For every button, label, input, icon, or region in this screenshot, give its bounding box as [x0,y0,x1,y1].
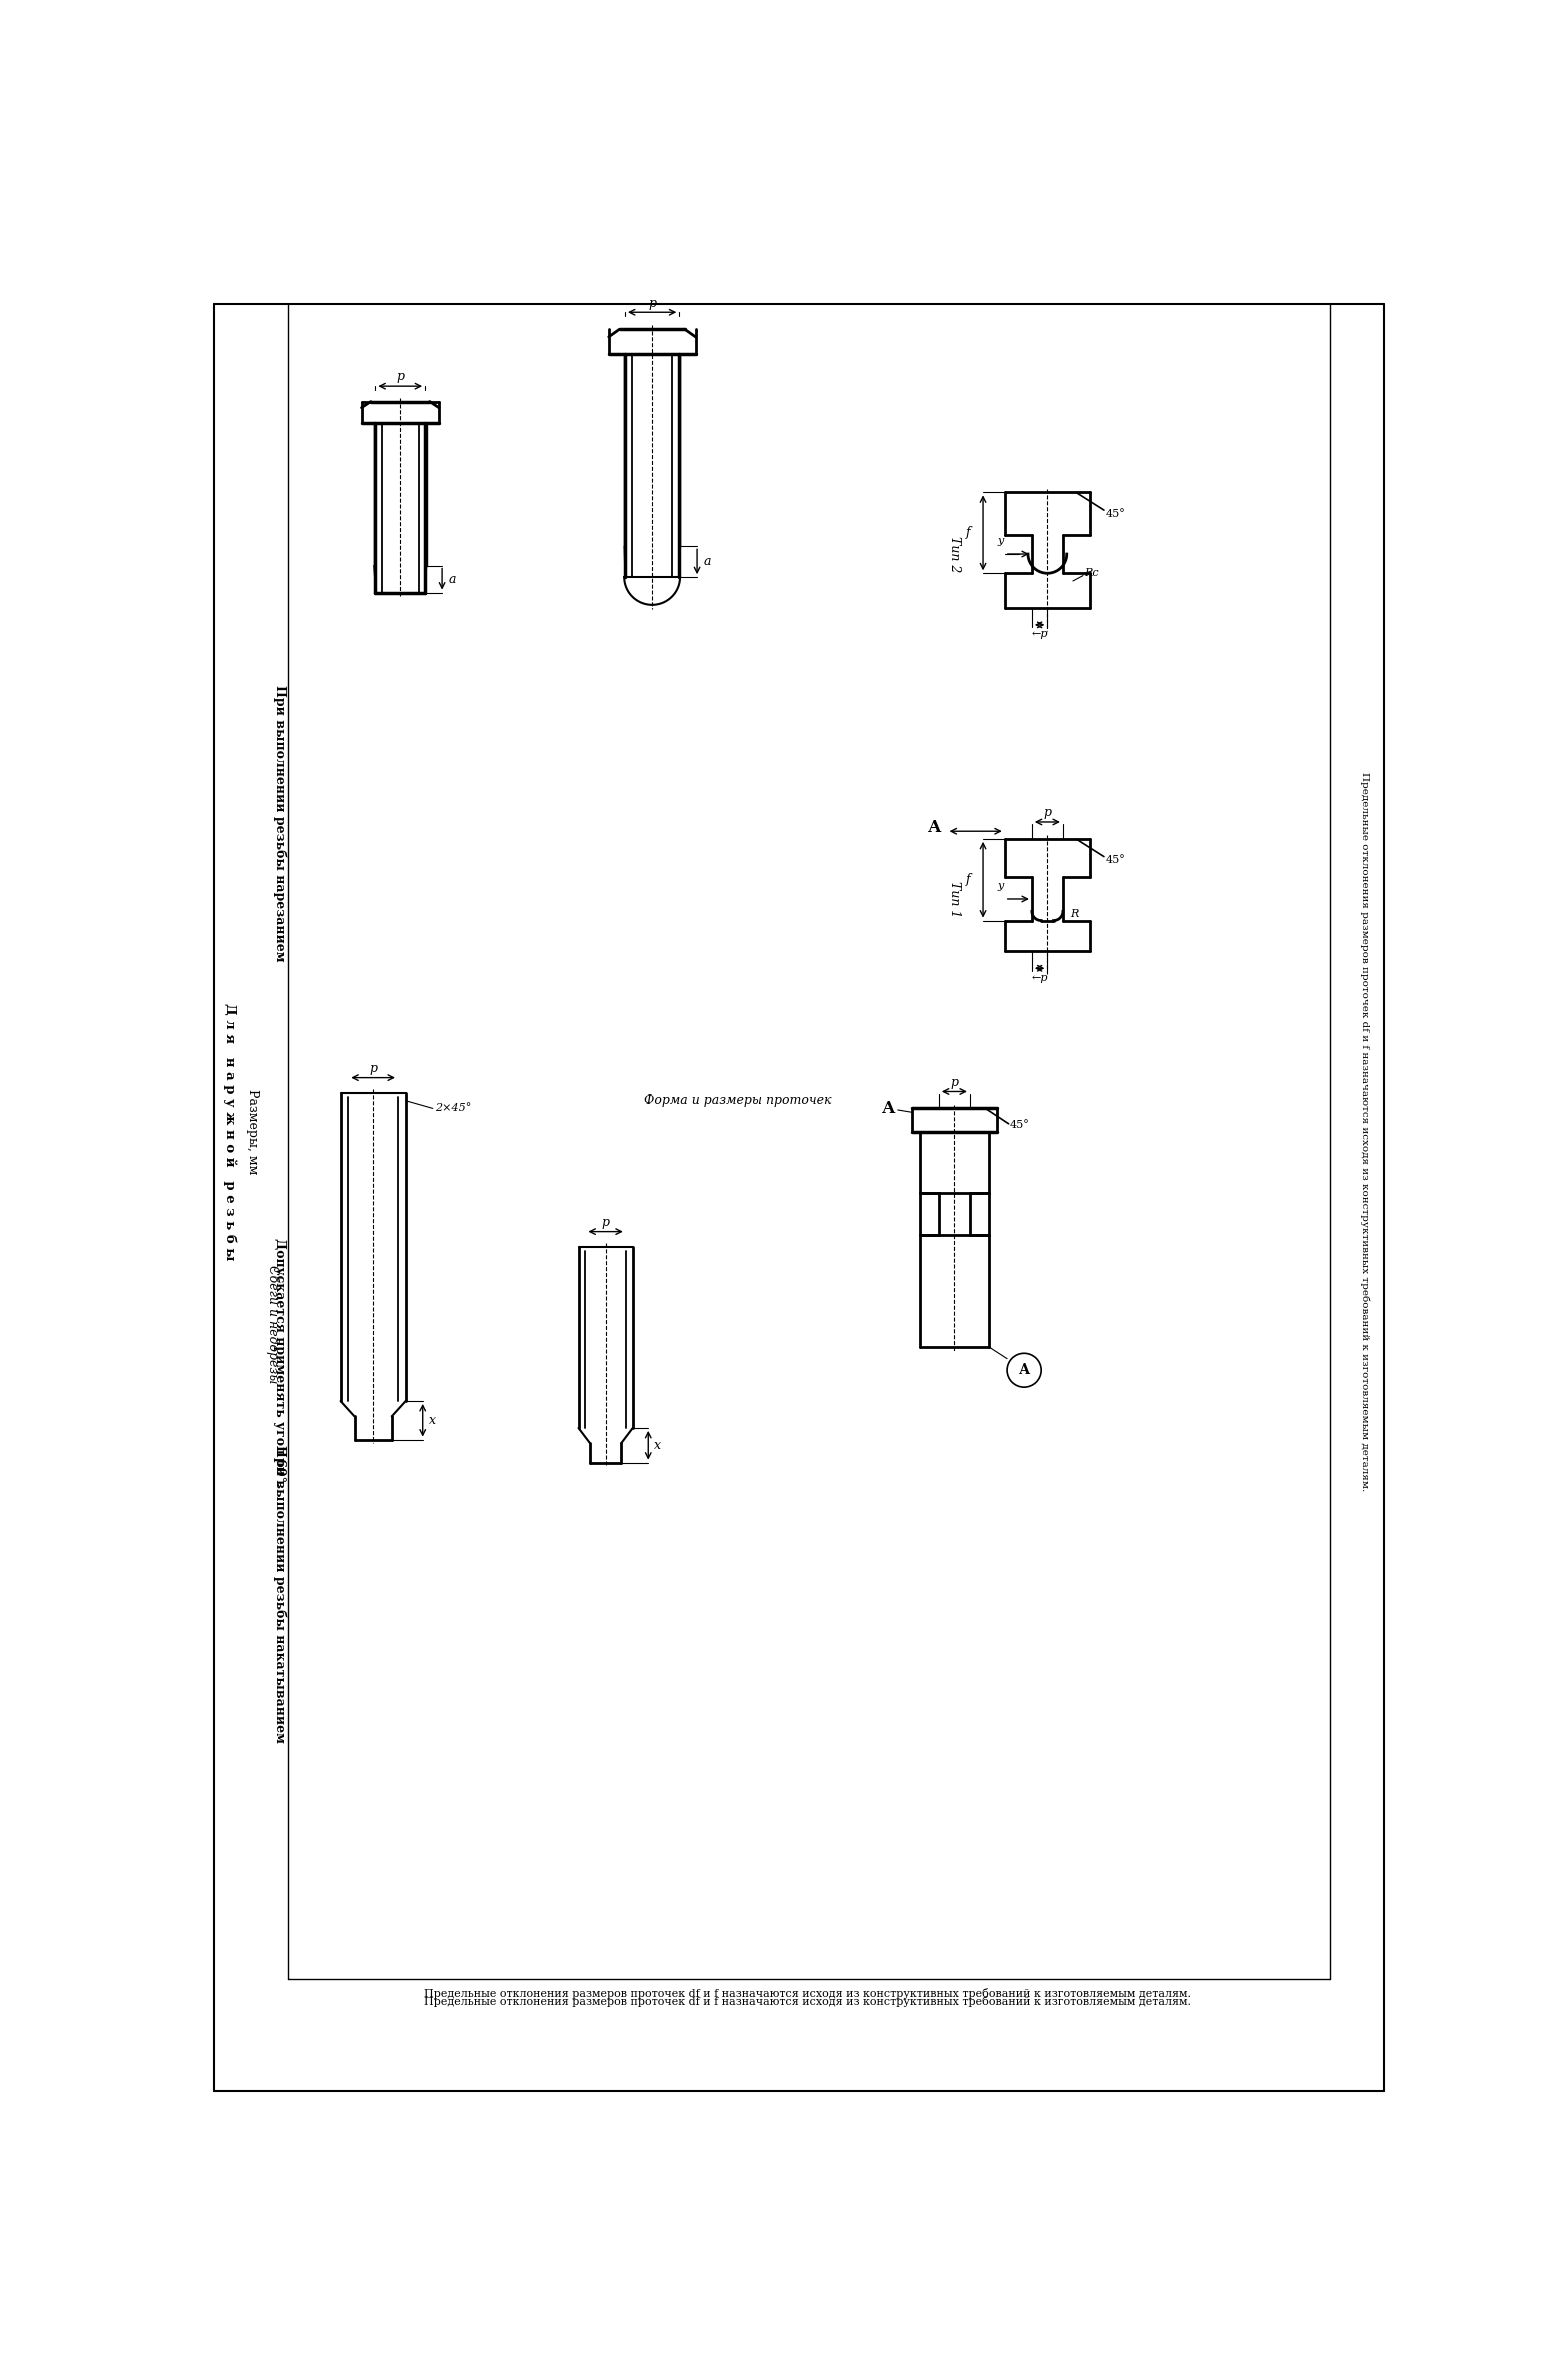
Text: Форма и размеры проточек: Форма и размеры проточек [644,1095,831,1107]
Text: p: p [1043,806,1051,820]
Text: Предельные отклонения размеров проточек df и f назначаются исходя из конструктив: Предельные отклонения размеров проточек … [424,1989,1191,1999]
Text: Rc: Rc [1085,569,1099,579]
Text: R: R [1071,910,1079,920]
Text: a: a [449,571,455,586]
Text: p: p [602,1216,610,1228]
Text: f: f [967,526,971,538]
Text: А: А [1018,1363,1030,1378]
Text: x: x [655,1439,661,1451]
Text: ←p: ←p [1032,972,1048,982]
Text: 45°: 45° [1105,856,1126,865]
Text: ←p: ←p [1032,628,1048,640]
Text: А: А [928,818,942,837]
Text: Сбеги и недорезы: Сбеги и недорезы [265,1264,279,1382]
Text: a: a [703,555,711,569]
Text: y: y [998,882,1004,891]
Text: При выполнении резьбы накатыванием: При выполнении резьбы накатыванием [273,1444,287,1743]
Text: p: p [951,1076,959,1088]
Text: 45°: 45° [1010,1121,1030,1131]
Text: p: p [369,1062,377,1074]
Text: Предельные отклонения размеров проточек df и f назначаются исходя из конструктив: Предельные отклонения размеров проточек … [424,1996,1191,2008]
Text: При выполнении резьбы нарезанием: При выполнении резьбы нарезанием [273,685,287,963]
Text: Допускается применять угол 60°.: Допускается применять угол 60°. [273,1238,287,1487]
Text: А: А [882,1100,895,1117]
Text: y: y [998,536,1004,545]
Text: Тип 2: Тип 2 [948,536,960,571]
Text: f: f [967,873,971,887]
Text: 2×45°: 2×45° [435,1103,471,1114]
Text: x: x [429,1413,437,1427]
Text: p: p [396,370,404,384]
Text: Д л я   н а р у ж н о й   р е з ь б ы: Д л я н а р у ж н о й р е з ь б ы [223,1003,237,1261]
Text: Тип 1: Тип 1 [948,880,960,918]
Text: p: p [649,296,656,311]
Text: Размеры, мм: Размеры, мм [246,1088,259,1174]
Text: Предельные отклонения размеров проточек df и f назначаются исходя из конструктив: Предельные отклонения размеров проточек … [1361,773,1370,1491]
Text: 45°: 45° [1105,510,1126,519]
